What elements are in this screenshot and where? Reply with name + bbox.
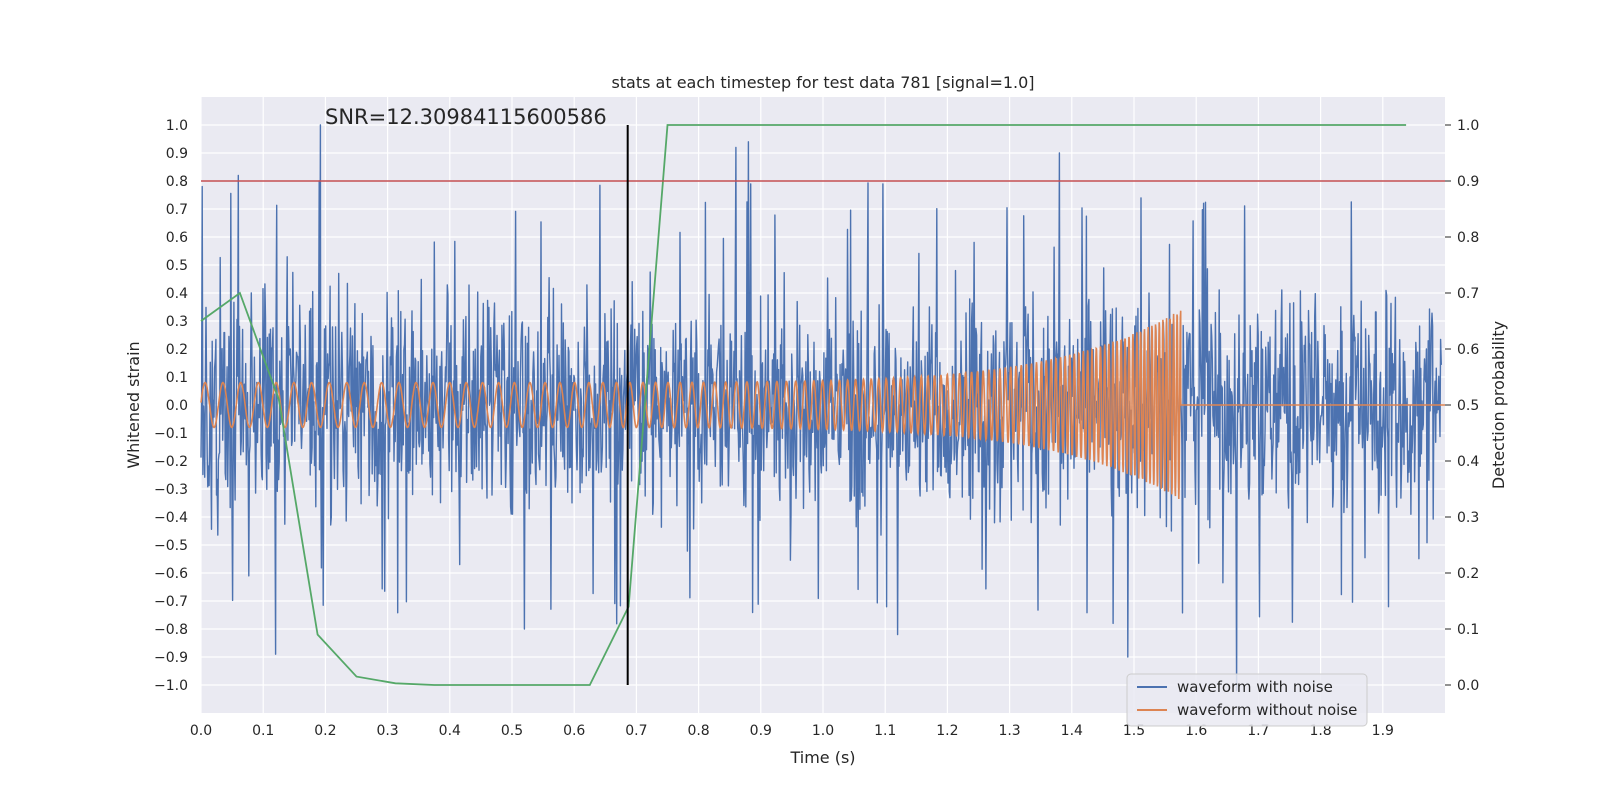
y-tick-label: 0.7 — [166, 202, 188, 218]
legend-label-clean: waveform without noise — [1177, 701, 1357, 719]
legend-box — [1126, 673, 1368, 727]
y-tick-label: 0.8 — [166, 174, 188, 190]
y-tick-label: −0.6 — [154, 566, 188, 582]
snr-annotation: SNR=12.30984115600586 — [325, 105, 607, 129]
y-tick-label: −0.1 — [154, 426, 188, 442]
x-tick-label: 0.7 — [625, 723, 647, 739]
y-tick-label: −0.2 — [154, 454, 188, 470]
x-tick-label: 1.5 — [1123, 723, 1145, 739]
x-tick-label: 1.6 — [1185, 723, 1207, 739]
y2-tick-label: 1.0 — [1457, 118, 1479, 134]
y-tick-label: 0.3 — [166, 314, 188, 330]
x-tick-label: 1.4 — [1061, 723, 1083, 739]
waveform-without-noise-line — [200, 310, 1445, 500]
y-tick-label: 0.0 — [166, 398, 188, 414]
y2-tick-label: 0.3 — [1457, 510, 1479, 526]
y2-tick-label: 0.4 — [1457, 454, 1479, 470]
x-tick-label: 1.1 — [874, 723, 896, 739]
series-waveform-without-noise — [200, 310, 1445, 500]
x-tick-label: 0.4 — [439, 723, 461, 739]
y-tick-label: 1.0 — [166, 118, 188, 134]
waveform-with-noise-line — [200, 124, 1442, 692]
y2-tick-label: 0.0 — [1457, 678, 1479, 694]
y-tick-label: −0.5 — [154, 538, 188, 554]
y2-tick-label: 0.7 — [1457, 286, 1479, 302]
x-tick-label: 0.1 — [252, 723, 274, 739]
y-tick-label: 0.5 — [166, 258, 188, 274]
y2-axis-label: Detection probability — [1489, 321, 1508, 489]
x-tick-label: 1.7 — [1247, 723, 1269, 739]
y-tick-label: 0.9 — [166, 146, 188, 162]
x-axis-label: Time (s) — [789, 748, 855, 767]
y-tick-label: 0.4 — [166, 286, 188, 302]
y2-tick-label: 0.6 — [1457, 342, 1479, 358]
x-tick-label: 0.6 — [563, 723, 585, 739]
x-tick-label: 0.8 — [687, 723, 709, 739]
y-tick-label: −0.7 — [154, 594, 188, 610]
x-tick-label: 0.3 — [376, 723, 398, 739]
y-tick-label: −0.4 — [154, 510, 188, 526]
detection-probability-line — [200, 124, 1407, 686]
series-detection-probability — [200, 124, 1407, 686]
y-axis-label: Whitened strain — [124, 341, 143, 468]
axis-ticks: 0.0 0.1 0.2 0.3 0.4 0.5 0.6 0.7 0.8 0.9 1.0 1.1 1.2 1… — [154, 118, 1479, 739]
x-tick-label: 0.0 — [190, 723, 212, 739]
y2-tick-label: 0.5 — [1457, 398, 1479, 414]
y-tick-label: 0.1 — [166, 370, 188, 386]
y2-tick-label: 0.2 — [1457, 566, 1479, 582]
legend-label-noise: waveform with noise — [1177, 678, 1333, 696]
y-tick-label: 0.2 — [166, 342, 188, 358]
x-tick-label: 1.9 — [1372, 723, 1394, 739]
x-tick-label: 1.3 — [998, 723, 1020, 739]
y-tick-label: 0.6 — [166, 230, 188, 246]
x-tick-label: 0.5 — [501, 723, 523, 739]
x-tick-label: 0.9 — [750, 723, 772, 739]
y2-tick-label: 0.9 — [1457, 174, 1479, 190]
y-tick-label: −0.8 — [154, 622, 188, 638]
y-tick-label: −0.3 — [154, 482, 188, 498]
y-tick-label: −1.0 — [154, 678, 188, 694]
chart-title: stats at each timestep for test data 781… — [611, 73, 1034, 92]
y2-tick-label: 0.1 — [1457, 622, 1479, 638]
x-tick-label: 1.2 — [936, 723, 958, 739]
y2-tick-label: 0.8 — [1457, 230, 1479, 246]
reference-lines — [201, 125, 1445, 685]
x-tick-label: 1.0 — [812, 723, 834, 739]
legend: waveform with noise waveform without noi… — [1126, 673, 1368, 727]
series-waveform-with-noise — [200, 124, 1442, 692]
x-tick-label: 1.8 — [1309, 723, 1331, 739]
x-tick-label: 0.2 — [314, 723, 336, 739]
y-tick-label: −0.9 — [154, 650, 188, 666]
